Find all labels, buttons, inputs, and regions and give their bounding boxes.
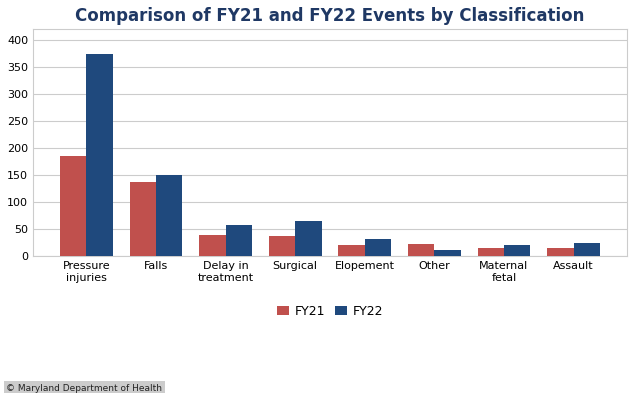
Bar xyxy=(339,245,365,256)
Bar xyxy=(365,239,391,256)
Bar xyxy=(129,182,156,256)
Bar xyxy=(86,53,113,256)
Bar xyxy=(504,245,531,256)
Legend: FY21, FY22: FY21, FY22 xyxy=(272,299,388,323)
Title: Comparison of FY21 and FY22 Events by Classification: Comparison of FY21 and FY22 Events by Cl… xyxy=(75,7,585,25)
Text: © Maryland Department of Health: © Maryland Department of Health xyxy=(6,384,162,393)
Bar xyxy=(60,156,86,256)
Bar xyxy=(199,235,226,256)
Bar xyxy=(295,221,321,256)
Bar xyxy=(574,243,600,256)
Bar xyxy=(269,236,295,256)
Bar xyxy=(547,248,574,256)
Bar xyxy=(434,250,461,256)
Bar xyxy=(408,244,434,256)
Bar xyxy=(477,248,504,256)
Bar xyxy=(226,225,252,256)
Bar xyxy=(156,175,183,256)
